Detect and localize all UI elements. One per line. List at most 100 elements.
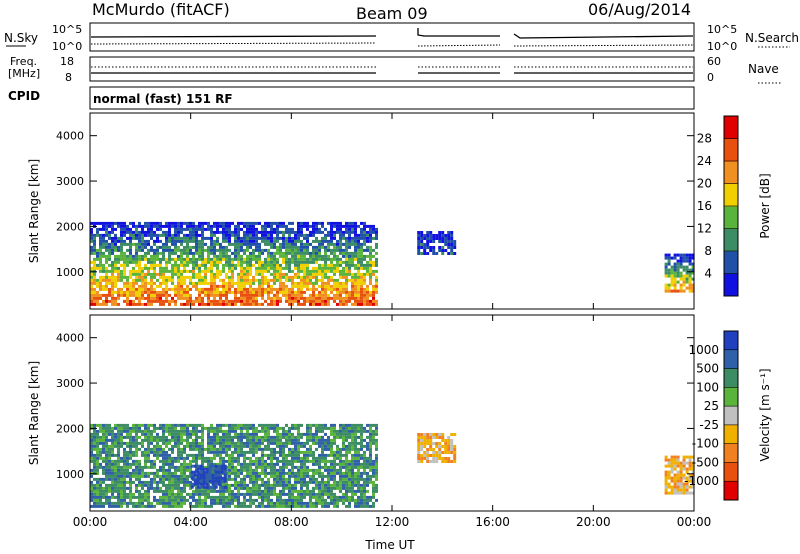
velocity-cell [676,485,680,489]
velocity-cell [190,476,194,480]
velocity-cell [156,486,159,490]
power-cell [114,248,117,252]
power-cell [240,299,243,303]
velocity-cell [324,438,327,442]
power-cell [120,245,123,249]
velocity-cell [303,495,306,499]
velocity-cell [198,456,201,460]
power-cell [123,281,126,285]
velocity-cell [199,464,203,468]
velocity-cell [120,492,123,496]
velocity-cell [324,474,327,478]
x-tick-label: 12:00 [375,515,410,529]
velocity-cell [300,465,303,469]
velocity-cell [345,453,348,457]
velocity-cell [177,432,180,436]
power-cell [198,248,201,252]
velocity-cell [99,456,102,460]
velocity-cell [123,471,126,475]
power-cell [363,275,366,279]
power-cell [222,278,225,282]
velocity-cell [300,450,303,454]
velocity-cell [342,453,345,457]
velocity-cell [315,501,318,505]
velocity-cell [105,444,108,448]
velocity-cell [267,447,270,451]
noise-sky-trace [90,28,694,39]
power-cell [144,284,147,288]
freq-right-tick-bottom: 0 [707,71,714,84]
velocity-colorbar-swatch [724,443,738,463]
velocity-cell [220,485,224,489]
power-cell [147,239,150,243]
power-cell [354,263,357,267]
velocity-cell [205,479,209,483]
velocity-cell [366,489,369,493]
power-cell [111,278,114,282]
velocity-cell [312,492,315,496]
power-cell [159,266,162,270]
power-cell [159,221,162,225]
velocity-cell [223,464,227,468]
velocity-cell [375,432,378,436]
power-cell [673,286,677,290]
power-cell [237,299,240,303]
power-cell [351,275,354,279]
power-cell [168,269,171,273]
power-cell [249,263,252,267]
power-cell [111,281,114,285]
power-cell [333,266,336,270]
velocity-cell [219,462,222,466]
power-cell [345,254,348,258]
power-cell [204,257,207,261]
velocity-cell [357,495,360,499]
power-cell [105,224,108,228]
power-cell [237,224,240,228]
velocity-cell [450,448,454,451]
velocity-cell [324,423,327,427]
velocity-cell [676,455,680,459]
velocity-cell [342,432,345,436]
velocity-cell [186,426,189,430]
velocity-cell [270,441,273,445]
velocity-cell [282,450,285,454]
velocity-cell [99,483,102,487]
velocity-cell [369,495,372,499]
power-cell [183,263,186,267]
velocity-cell [213,489,216,493]
velocity-cell [234,504,237,508]
power-cell [363,296,366,300]
velocity-cell [102,504,105,508]
velocity-cell [99,489,102,493]
power-cell [258,302,261,306]
velocity-cell [225,450,228,454]
velocity-cell [90,495,93,499]
velocity-cell [270,474,273,478]
power-cell [123,257,126,261]
power-cell [426,252,430,255]
power-cell [144,251,147,255]
power-cell [213,293,216,297]
power-cell [210,260,213,264]
power-cell [207,266,210,270]
power-cell [141,236,144,240]
velocity-cell [369,474,372,478]
power-cell [249,287,252,291]
velocity-cell [360,495,363,499]
velocity-cell [255,483,258,487]
power-cell [255,242,258,246]
velocity-cell [688,455,692,459]
power-cell [670,274,674,278]
velocity-cell [685,485,689,489]
velocity-cell [114,504,117,508]
power-cell [354,266,357,270]
velocity-cell [297,480,300,484]
power-cell [363,266,366,270]
velocity-cell [270,426,273,430]
power-cell [309,296,312,300]
power-cell [132,254,135,258]
power-cell [306,272,309,276]
power-cell [180,254,183,258]
velocity-cell [264,447,267,451]
power-cell [93,281,96,285]
